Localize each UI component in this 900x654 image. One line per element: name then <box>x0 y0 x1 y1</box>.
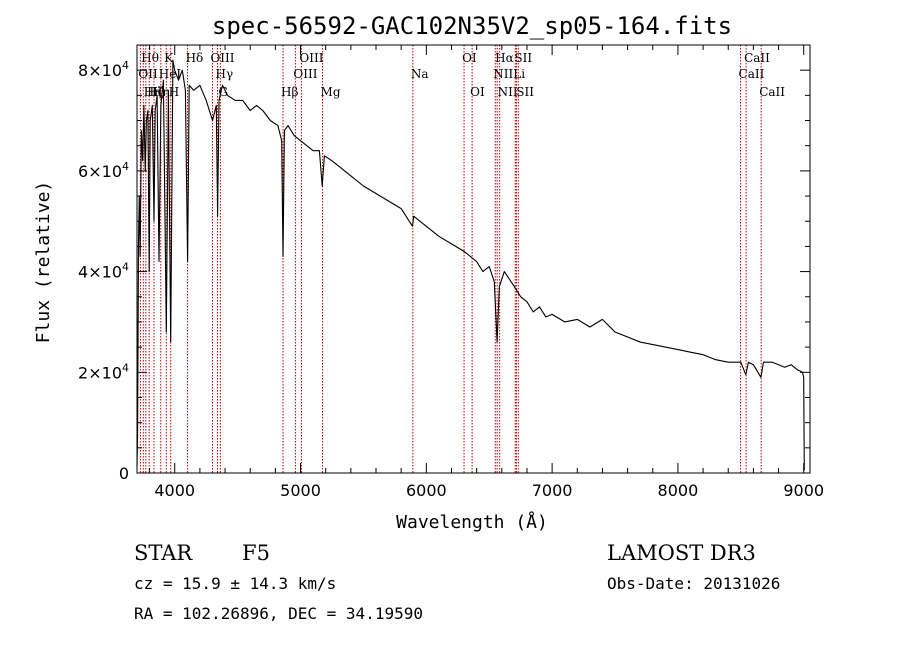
line-marker-label: H <box>169 85 179 99</box>
spectrum-series <box>136 59 805 471</box>
line-marker-label: Mg <box>321 85 341 99</box>
line-marker-label: Hγ <box>216 67 234 81</box>
plot-frame <box>136 44 811 474</box>
line-marker-label: Hθ <box>141 51 159 65</box>
line-marker-label: OIII <box>293 67 317 81</box>
line-marker-label: NII <box>493 67 513 81</box>
line-marker-label: Hβ <box>281 85 298 99</box>
line-marker-label: K <box>164 51 174 65</box>
y-tick-exponent: 4 <box>122 59 129 72</box>
chart-title: spec-56592-GAC102N35V2_sp05-164.fits <box>212 12 732 40</box>
y-tick-label: 2×104 <box>78 361 129 382</box>
redshift-velocity: cz = 15.9 ± 14.3 km/s <box>134 574 336 593</box>
axes: 4000 5000 6000 7000 8000 900002×1044×1046×104… <box>78 44 824 500</box>
line-marker-label: OIII <box>299 51 323 65</box>
line-marker-label: G <box>218 85 228 99</box>
line-marker-label: OI <box>462 51 477 65</box>
line-marker-label: NII <box>498 85 518 99</box>
object-class: STAR <box>134 541 193 565</box>
line-marker-label: Li <box>513 67 525 81</box>
y-tick-label: 8×104 <box>78 59 129 80</box>
x-tick-label: 7000 <box>532 481 573 500</box>
object-subclass: F5 <box>242 541 270 565</box>
x-tick-label: 9000 <box>783 481 824 500</box>
y-tick-mantissa: 8×10 <box>78 61 122 80</box>
y-tick-label: 4×104 <box>78 261 129 282</box>
line-marker-label: SII <box>516 85 534 99</box>
y-tick-exponent: 4 <box>122 160 129 173</box>
line-marker-label: HeI <box>159 67 182 81</box>
y-tick-mantissa: 6×10 <box>78 162 122 181</box>
y-tick-label: 0 <box>119 464 129 483</box>
line-marker-label: CaII <box>759 85 785 99</box>
observation-date: Obs-Date: 20131026 <box>607 574 780 593</box>
survey-name: LAMOST DR3 <box>607 541 756 565</box>
spectrum-line <box>136 59 805 471</box>
y-tick-mantissa: 4×10 <box>78 263 122 282</box>
y-axis-label: Flux (relative) <box>33 181 54 344</box>
line-marker-label: OI <box>470 85 485 99</box>
line-marker-label: SII <box>514 51 532 65</box>
x-tick-label: 4000 <box>154 481 195 500</box>
line-marker-label: OIII <box>210 51 234 65</box>
x-tick-label: 6000 <box>406 481 447 500</box>
y-tick-mantissa: 2×10 <box>78 363 122 382</box>
y-tick-exponent: 4 <box>122 261 129 274</box>
line-marker-label: CaII <box>739 67 765 81</box>
line-marker-label: Hα <box>495 51 514 65</box>
y-tick-exponent: 4 <box>122 361 129 374</box>
x-axis-label: Wavelength (Å) <box>396 511 548 533</box>
line-marker-label: Na <box>411 67 429 81</box>
line-marker-label: Hη <box>152 85 170 99</box>
x-tick-label: 5000 <box>280 481 321 500</box>
ra-dec-coordinates: RA = 102.26896, DEC = 34.19590 <box>134 604 423 623</box>
y-tick-label: 6×104 <box>78 160 129 181</box>
line-marker-label: OII <box>138 67 158 81</box>
y-tick-mantissa: 0 <box>119 464 129 483</box>
line-marker-label: CaII <box>744 51 770 65</box>
line-marker-label: Hδ <box>186 51 204 65</box>
x-tick-label: 8000 <box>658 481 699 500</box>
